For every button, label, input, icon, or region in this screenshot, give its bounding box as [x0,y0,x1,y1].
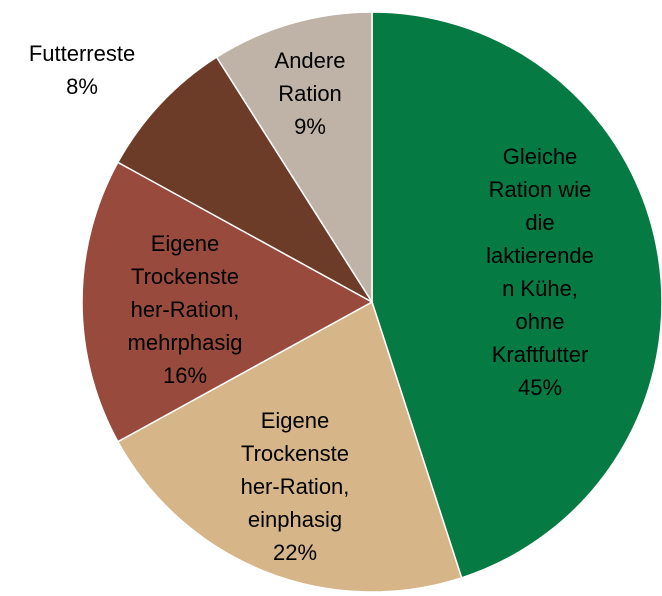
label-line: Trockenste [131,264,239,289]
label-line: Eigene [151,231,220,256]
pie-slice [116,300,463,593]
label-line: her-Ration, [131,297,240,322]
slice-label: Eigene Trockenste her-Ration, mehrphasig [128,231,243,355]
value-label: 8% [66,74,98,99]
label-line: Ration wie [489,177,592,202]
pie-slice [215,11,373,305]
value-label: 22% [273,540,317,565]
label-line: laktierende [486,243,594,268]
pie-slice [81,161,374,443]
pie-slice [371,11,662,579]
value-label: 9% [294,114,326,139]
label-line: Eigene [261,408,330,433]
slice-label: Gleiche Ration wie die laktierende n Kühe, oh… [486,144,594,367]
pie-slice [116,56,373,303]
label-line: mehrphasig [128,330,243,355]
label-line: Ration [278,81,342,106]
slice-label: Andere Ration [275,48,346,106]
slice-label: Futterreste [29,41,135,66]
label-line: die [525,210,554,235]
label-line: Andere [275,48,346,73]
slice-label: Eigene Trockenste her-Ration, einphasig [241,408,350,532]
label-line: Futterreste [29,41,135,66]
label-line: n Kühe, [502,276,578,301]
label-line: Gleiche [503,144,578,169]
label-line: her-Ration, [241,474,350,499]
label-line: einphasig [248,507,342,532]
label-line: Trockenste [241,441,349,466]
value-label: 16% [163,363,207,388]
label-line: ohne [516,309,565,334]
value-label: 45% [518,375,562,400]
label-line: Kraftfutter [492,342,589,367]
